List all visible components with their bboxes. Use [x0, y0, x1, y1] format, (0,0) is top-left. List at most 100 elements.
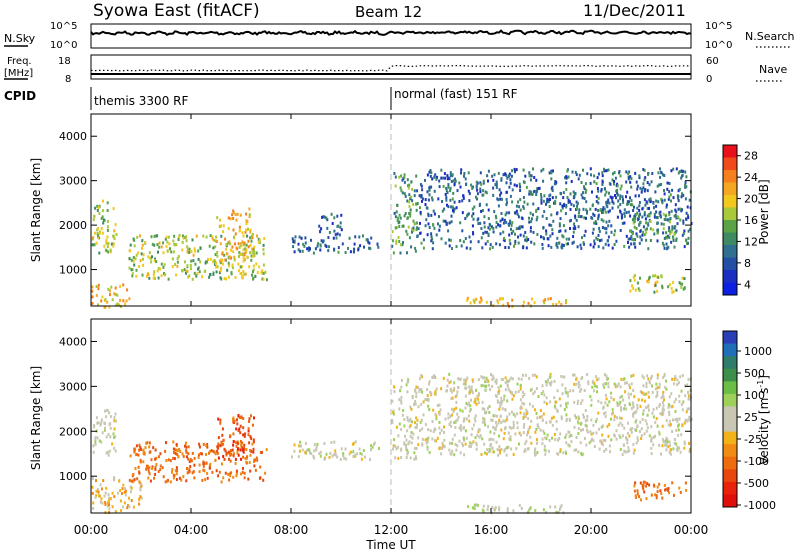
- power-cell-671: [479, 296, 482, 300]
- power-cell-829: [605, 227, 608, 231]
- power-cell-1717: [656, 280, 659, 284]
- power-cell-88: [116, 302, 119, 306]
- power-cell-965: [532, 230, 535, 234]
- power-cell-1494: [559, 202, 562, 206]
- power-cell-1215: [429, 174, 432, 178]
- velocity-cell-765: [459, 424, 462, 428]
- power-cell-501: [299, 249, 302, 253]
- power-cell-1172: [571, 241, 574, 245]
- velocity-cell-680: [511, 397, 514, 401]
- velocity-cell-628: [491, 505, 494, 509]
- power-cell-1538: [428, 188, 431, 192]
- power-cell-1652: [465, 246, 468, 250]
- velocity-cell-150: [191, 451, 194, 455]
- power-cell-395: [241, 231, 244, 235]
- velocity-cell-266: [193, 476, 196, 480]
- power-cell-1460: [667, 245, 670, 249]
- velocity-cell-512: [351, 442, 354, 446]
- power-cell-326: [141, 239, 144, 243]
- velocity-cell-436: [253, 416, 255, 420]
- power-cell-1610: [480, 236, 483, 240]
- power-cell-1353: [638, 204, 641, 208]
- velocity-cell-999: [530, 387, 533, 391]
- velocity-cell-1398: [652, 408, 655, 412]
- power-cell-766: [676, 222, 679, 226]
- power-cell-17: [106, 228, 109, 232]
- velocity-cell-958: [579, 422, 582, 426]
- power-cell-220: [262, 252, 265, 256]
- power-cell-1522: [524, 238, 527, 242]
- velocity-cell-1467: [676, 378, 679, 382]
- velocity-cell-37: [94, 438, 97, 441]
- velocity-cell-11: [113, 427, 116, 431]
- power-cell-1741: [653, 232, 656, 236]
- velocity-cell-130: [113, 476, 116, 480]
- power-cell-794: [449, 198, 452, 202]
- power-cell-19: [106, 245, 109, 249]
- power-cell-1793: [648, 214, 651, 218]
- noise-panel-frame: [90, 23, 692, 49]
- velocity-cell-182: [149, 479, 152, 483]
- velocity-cell-92: [105, 486, 108, 490]
- velocity-cell-1361: [519, 383, 522, 387]
- velocity-cell-1047: [419, 429, 422, 432]
- velocity-cell-1380: [517, 390, 520, 394]
- velocity-cell-1285: [619, 435, 622, 439]
- power-cell-1455: [666, 181, 669, 185]
- power-cell-404: [224, 258, 227, 262]
- power-cell-1386: [510, 227, 512, 231]
- velocity-cell-87: [113, 495, 116, 499]
- station-title: Syowa East (fitACF): [93, 1, 260, 21]
- velocity-cell-1012: [444, 417, 447, 421]
- velocity-cell-464: [309, 451, 311, 455]
- velocity-cell-937: [600, 425, 603, 429]
- velocity-cell-942: [568, 444, 571, 448]
- power-colorbar-band-7: [723, 232, 737, 246]
- velocity-cell-818: [573, 382, 576, 386]
- power-cell-278: [131, 272, 134, 276]
- power-cell-1636: [511, 221, 514, 225]
- velocity-cell-444: [247, 427, 250, 431]
- power-cell-1417: [602, 210, 605, 214]
- power-cell-1152: [509, 194, 512, 198]
- velocity-cell-263: [135, 452, 138, 456]
- velocity-cell-1506: [617, 382, 620, 386]
- power-cell-1509: [488, 222, 491, 226]
- power-cell-771: [606, 205, 609, 209]
- power-cell-1294: [460, 171, 462, 175]
- power-cell-757: [436, 175, 438, 179]
- power-cell-811: [424, 178, 426, 182]
- velocity-cell-726: [545, 402, 548, 406]
- velocity-cell-349: [147, 466, 150, 470]
- power-cell-92: [104, 305, 107, 309]
- power-cell-1625: [459, 221, 462, 225]
- power-cell-906: [558, 222, 561, 226]
- velocity-cell-531: [403, 424, 406, 428]
- power-cell-1072: [448, 177, 451, 181]
- power-cell-120: [162, 241, 165, 245]
- power-cell-1123: [480, 182, 483, 186]
- power-cell-9: [112, 244, 115, 248]
- velocity-cell-1555: [604, 401, 607, 405]
- velocity-cell-1485: [629, 428, 632, 432]
- power-cell-1478: [661, 201, 664, 205]
- velocity-cell-1509: [520, 377, 523, 381]
- power-cell-1289: [546, 197, 549, 201]
- power-cell-984: [426, 190, 429, 194]
- power-cell-625: [415, 174, 418, 178]
- velocity-cell-1058: [635, 418, 638, 422]
- power-cell-1461: [541, 246, 544, 250]
- velocity-colorbar-band-11: [723, 469, 737, 483]
- velocity-cell-982: [477, 430, 480, 434]
- velocity-cell-949: [476, 433, 479, 437]
- velocity-cell-1245: [463, 426, 465, 429]
- power-cell-900: [555, 212, 558, 216]
- power-cell-1375: [546, 237, 549, 241]
- velocity-cell-789: [556, 389, 559, 393]
- velocity-colorbar-band-12: [723, 481, 737, 495]
- power-cell-1630: [530, 217, 533, 221]
- power-cell-48: [93, 214, 96, 218]
- power-cell-548: [339, 221, 342, 225]
- power-cell-1605: [562, 244, 565, 247]
- velocity-cell-1533: [497, 453, 500, 457]
